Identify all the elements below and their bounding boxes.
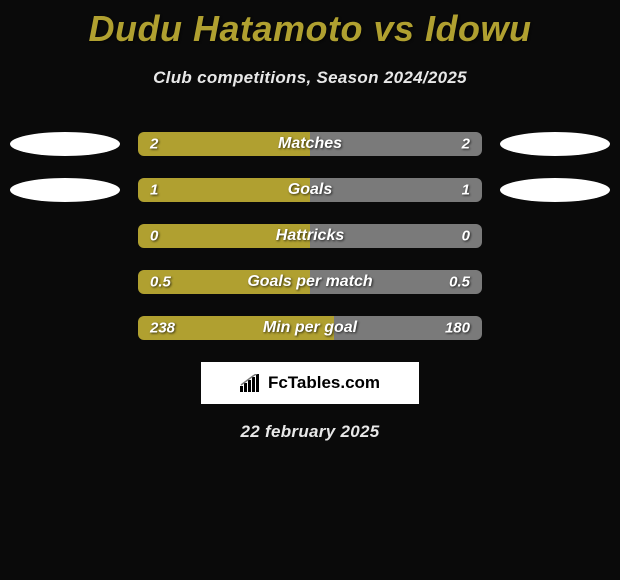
stat-bar: Goals per match 0.5 0.5 [138, 270, 482, 294]
stat-label: Min per goal [263, 319, 357, 337]
stat-bar: Hattricks 0 0 [138, 224, 482, 248]
stat-bar: Goals 1 1 [138, 178, 482, 202]
stat-bar: Min per goal 238 180 [138, 316, 482, 340]
stat-label: Matches [278, 135, 342, 153]
right-ellipse [500, 178, 610, 202]
stat-left-value: 0 [150, 228, 158, 245]
left-ellipse [10, 132, 120, 156]
stat-left-value: 0.5 [150, 274, 171, 291]
stat-label: Goals per match [247, 273, 372, 291]
stat-row: Goals 1 1 [0, 178, 620, 202]
stat-left-value: 1 [150, 182, 158, 199]
stat-left-value: 238 [150, 320, 175, 337]
stat-row: Matches 2 2 [0, 132, 620, 156]
stat-right-value: 0 [462, 228, 470, 245]
bar-chart-icon [240, 374, 262, 392]
bar-right-fill [310, 178, 482, 202]
logo-text: FcTables.com [268, 373, 380, 393]
stat-row: Hattricks 0 0 [0, 224, 620, 248]
stat-left-value: 2 [150, 136, 158, 153]
stat-label: Hattricks [276, 227, 344, 245]
stat-right-value: 1 [462, 182, 470, 199]
stat-right-value: 2 [462, 136, 470, 153]
subtitle: Club competitions, Season 2024/2025 [0, 68, 620, 88]
right-ellipse [500, 132, 610, 156]
date-text: 22 february 2025 [0, 422, 620, 442]
stat-right-value: 0.5 [449, 274, 470, 291]
stat-row: Min per goal 238 180 [0, 316, 620, 340]
stat-row: Goals per match 0.5 0.5 [0, 270, 620, 294]
bar-left-fill [138, 178, 310, 202]
left-ellipse [10, 178, 120, 202]
stat-label: Goals [288, 181, 332, 199]
stat-right-value: 180 [445, 320, 470, 337]
page-title: Dudu Hatamoto vs Idowu [0, 0, 620, 50]
stat-bar: Matches 2 2 [138, 132, 482, 156]
comparison-chart: Matches 2 2 Goals 1 1 Hattricks 0 0 Goals per mat… [0, 132, 620, 340]
logo-box: FcTables.com [201, 362, 419, 404]
